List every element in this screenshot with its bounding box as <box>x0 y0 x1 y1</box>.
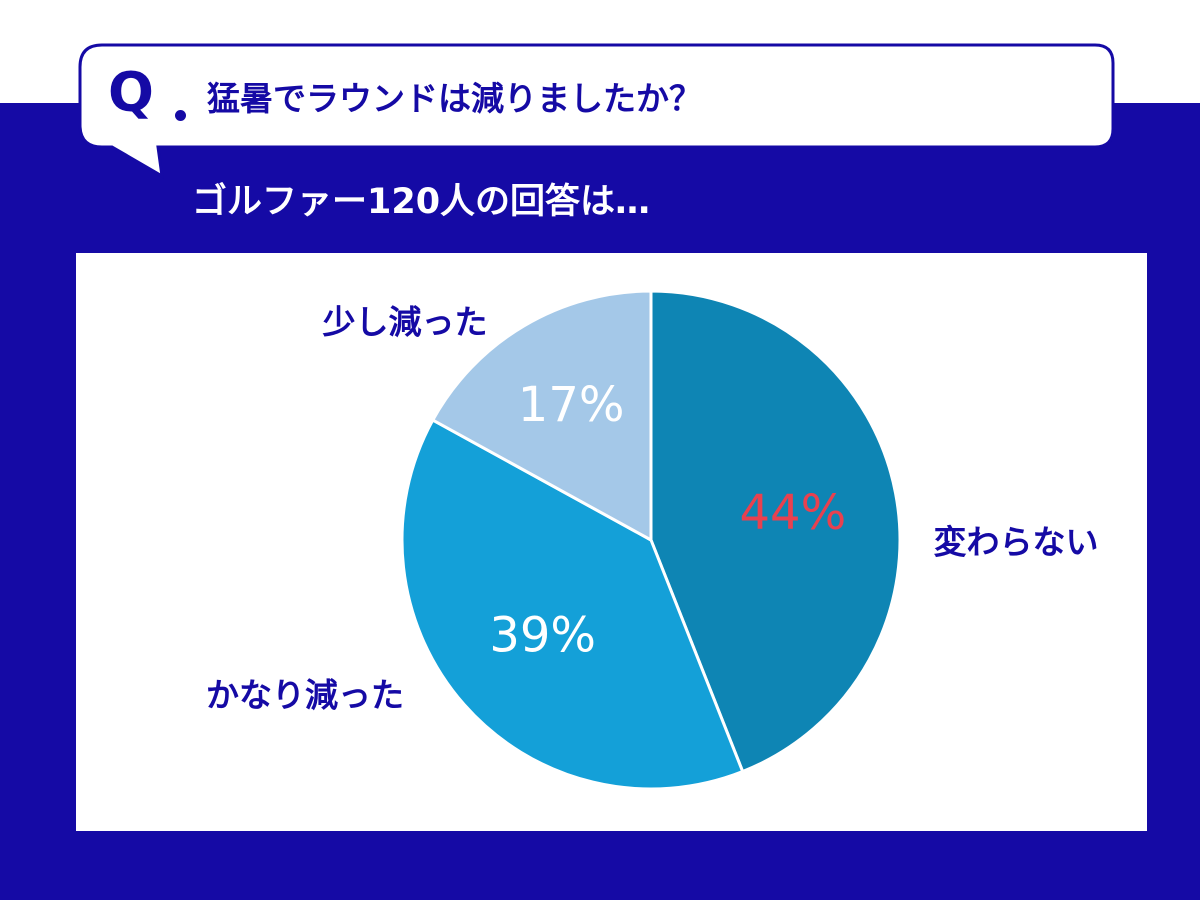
category-label: 少し減った <box>323 303 488 342</box>
category-label: 変わらない <box>934 523 1099 562</box>
pie-slice <box>649 289 902 774</box>
subtitle: ゴルファー120人の回答は… <box>192 182 651 222</box>
percent-label: 39% <box>489 608 596 664</box>
percent-label: 44% <box>740 485 847 541</box>
q-marker: Q <box>108 61 154 124</box>
pie-slice <box>430 289 653 543</box>
q-dot <box>175 110 186 121</box>
percent-label: 17% <box>518 377 625 433</box>
pie-slice <box>400 418 745 791</box>
question-bubble <box>78 43 1115 179</box>
category-label: かなり減った <box>206 676 404 715</box>
question-text: 猛暑でラウンドは減りましたか？ <box>207 79 702 118</box>
